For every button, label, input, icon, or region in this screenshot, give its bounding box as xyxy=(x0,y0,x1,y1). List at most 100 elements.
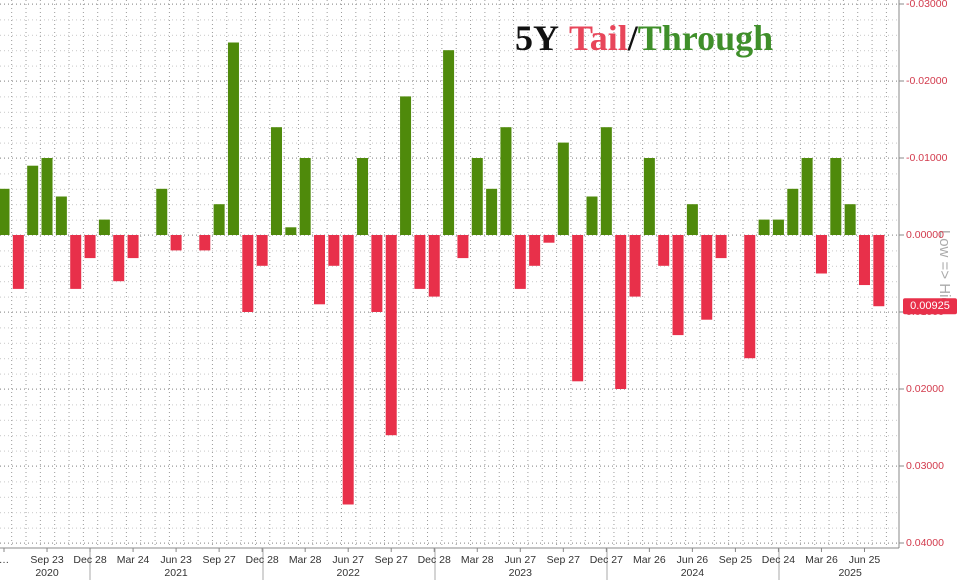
title-part: 5Y xyxy=(515,18,559,58)
bar xyxy=(514,235,526,289)
bar xyxy=(686,204,698,235)
x-tick-label: Sep 23 xyxy=(30,554,63,566)
bar xyxy=(658,235,670,266)
bar xyxy=(830,158,842,235)
value-label: 0.00925 xyxy=(910,300,950,312)
bar xyxy=(443,50,455,236)
bar xyxy=(127,235,139,259)
bars xyxy=(0,42,885,505)
bar xyxy=(844,204,856,235)
y-tick-label: -0.03000 xyxy=(906,0,948,10)
y-tick-label: 0.04000 xyxy=(906,537,944,549)
value-tag xyxy=(903,298,957,315)
bar xyxy=(27,165,39,235)
x-tick-label: Dec 28 xyxy=(73,554,106,566)
x-tick-label: Dec 27 xyxy=(590,554,623,566)
bar xyxy=(84,235,96,259)
x-tick-label: … xyxy=(0,554,9,566)
bar xyxy=(715,235,727,259)
x-tick-label: Sep 27 xyxy=(375,554,408,566)
bar xyxy=(285,227,297,235)
bar xyxy=(385,235,397,436)
bar xyxy=(55,196,67,235)
x-tick-label: Mar 26 xyxy=(633,554,666,566)
bar xyxy=(643,158,655,235)
bar xyxy=(0,188,10,235)
year-label: 2025 xyxy=(838,567,862,579)
bar xyxy=(543,235,555,243)
bar xyxy=(557,142,569,235)
y-tick-label: -0.02000 xyxy=(906,75,948,87)
bar xyxy=(744,235,756,359)
bar xyxy=(572,235,584,382)
bar xyxy=(41,158,53,235)
x-tick-label: Mar 26 xyxy=(805,554,838,566)
bar xyxy=(801,158,813,235)
x-tick-label: Mar 24 xyxy=(117,554,150,566)
bar xyxy=(170,235,182,251)
x-tick-label: Mar 28 xyxy=(289,554,322,566)
year-label: 2022 xyxy=(337,567,361,579)
bar xyxy=(701,235,713,320)
bar xyxy=(113,235,125,282)
bar xyxy=(873,235,885,307)
bar xyxy=(70,235,82,289)
bar xyxy=(400,96,412,236)
bar xyxy=(342,235,354,505)
bar xyxy=(242,235,254,312)
bar xyxy=(314,235,326,305)
x-tick-label: Sep 27 xyxy=(547,554,580,566)
x-tick-label: Dec 28 xyxy=(246,554,279,566)
bar xyxy=(772,219,784,235)
y-axis-title: Low => High xyxy=(936,230,953,314)
bar xyxy=(615,235,627,389)
bar xyxy=(299,158,311,235)
x-tick-label: Dec 28 xyxy=(418,554,451,566)
bar xyxy=(815,235,827,274)
bar xyxy=(672,235,684,336)
y-tick-label: 0.00000 xyxy=(906,229,944,241)
year-label: 2024 xyxy=(681,567,705,579)
year-label: 2020 xyxy=(35,567,59,579)
bar xyxy=(586,196,598,235)
chart-title: 5Y Tail/Through xyxy=(515,18,773,58)
x-tick-label: Jun 25 xyxy=(849,554,881,566)
bar xyxy=(600,127,612,235)
bar xyxy=(457,235,469,259)
bar xyxy=(529,235,541,266)
bar xyxy=(199,235,211,251)
x-tick-label: Sep 25 xyxy=(719,554,752,566)
bar xyxy=(227,42,239,235)
bar xyxy=(787,188,799,235)
bar xyxy=(328,235,340,266)
bar xyxy=(156,188,168,235)
bar xyxy=(270,127,282,235)
x-tick-label: Jun 26 xyxy=(677,554,709,566)
bar xyxy=(500,127,512,235)
x-tick-label: Jun 23 xyxy=(160,554,192,566)
bar xyxy=(414,235,426,289)
y-tick-label: -0.01000 xyxy=(906,152,948,164)
bar xyxy=(357,158,369,235)
x-tick-label: Mar 28 xyxy=(461,554,494,566)
year-label: 2021 xyxy=(164,567,188,579)
bar xyxy=(98,219,110,235)
title-part: / xyxy=(627,18,639,58)
y-tick-label: 0.03000 xyxy=(906,460,944,472)
bar xyxy=(371,235,383,312)
bar xyxy=(213,204,225,235)
x-tick-label: Jun 27 xyxy=(505,554,537,566)
bar xyxy=(858,235,870,286)
year-label: 2023 xyxy=(509,567,533,579)
bar xyxy=(428,235,440,297)
x-tick-label: Jun 27 xyxy=(332,554,364,566)
bar xyxy=(758,219,770,235)
title-part: Tail xyxy=(569,18,628,58)
y-tick-label: 0.02000 xyxy=(906,383,944,395)
bar xyxy=(629,235,641,297)
bar xyxy=(486,188,498,235)
x-tick-label: Sep 27 xyxy=(202,554,235,566)
bar xyxy=(256,235,268,266)
